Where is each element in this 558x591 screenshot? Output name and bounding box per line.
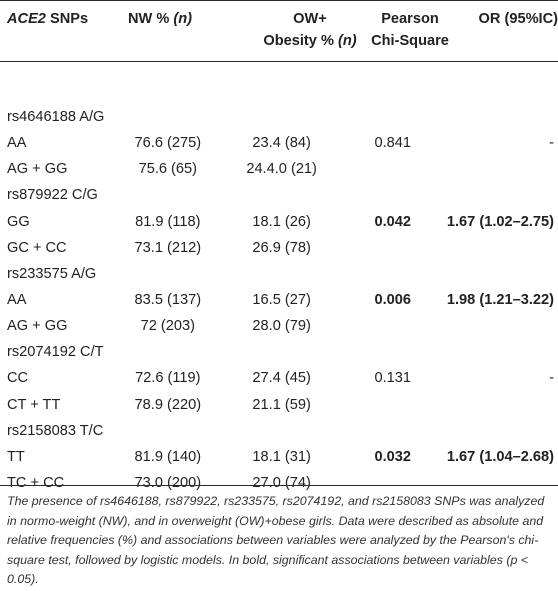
ow-obesity-cell: 23.4 (84)	[252, 135, 311, 152]
table-row: AA 76.6 (275) 23.4 (84) 0.841 -	[0, 130, 558, 156]
snp-label: rs4646188 A/G	[7, 109, 105, 126]
top-rule	[0, 0, 558, 1]
table-body: rs4646188 A/G AA 76.6 (275) 23.4 (84) 0.841 -…	[0, 104, 558, 496]
genotype-cell: AG + GG	[7, 161, 68, 178]
nw-cell: 75.6 (65)	[138, 161, 198, 178]
snp-label: rs879922 C/G	[7, 187, 98, 204]
odds-ratio-cell	[447, 235, 558, 261]
header-or: OR (95%IC)	[478, 11, 558, 27]
odds-ratio-cell: 1.67 (1.04–2.68)	[446, 448, 554, 465]
header-ow-obesity: OW+ Obesity % (n)	[245, 8, 375, 52]
genotype-cell: CT + TT	[7, 396, 61, 413]
table-row: AG + GG 72 (203) 28.0 (79)	[0, 313, 558, 339]
chi-square-cell	[339, 156, 447, 182]
ow-obesity-cell: 21.1 (59)	[252, 396, 311, 413]
chi-square-cell: 0.841	[374, 135, 412, 152]
ow-obesity-cell: 18.1 (31)	[252, 448, 311, 465]
snp-label: rs233575 A/G	[7, 265, 97, 282]
header-pearson-line1: Pearson	[381, 11, 439, 27]
nw-cell: 73.1 (212)	[134, 239, 202, 256]
header-snps: ACE2 SNPs	[7, 8, 88, 30]
odds-ratio-cell: 1.67 (1.02–2.75)	[446, 213, 554, 230]
genotype-cell: GC + CC	[7, 239, 67, 256]
header-snps-text: SNPs	[45, 11, 89, 27]
nw-cell: 72.6 (119)	[135, 370, 201, 387]
table-row: AG + GG 75.6 (65) 24.4.0 (21)	[0, 156, 558, 182]
ow-obesity-cell: 16.5 (27)	[252, 292, 311, 309]
odds-ratio-cell: -	[549, 370, 554, 387]
odds-ratio-cell: 1.98 (1.21–3.22)	[446, 292, 554, 309]
snp-group-row: rs2158083 T/C	[0, 418, 558, 444]
nw-cell: 81.9 (140)	[134, 448, 202, 465]
nw-cell: 72 (203)	[140, 318, 195, 335]
chi-square-cell: 0.032	[374, 448, 412, 465]
ow-obesity-cell: 27.0 (74)	[252, 475, 311, 492]
chi-square-cell: 0.006	[374, 292, 412, 309]
genotype-cell: CC	[7, 370, 29, 387]
ow-obesity-cell: 24.4.0 (21)	[246, 161, 317, 178]
odds-ratio-cell	[447, 392, 558, 418]
table-row: CT + TT 78.9 (220) 21.1 (59)	[0, 392, 558, 418]
ow-obesity-cell: 27.4 (45)	[252, 370, 311, 387]
chi-square-cell	[339, 235, 447, 261]
nw-cell: 81.9 (118)	[135, 213, 201, 230]
header-ow-line1: OW+	[293, 11, 327, 27]
genotype-cell: AA	[7, 292, 27, 309]
header-ow-n: (n)	[337, 33, 357, 49]
header-ow-text: Obesity %	[263, 33, 338, 49]
nw-cell: 78.9 (220)	[134, 396, 202, 413]
odds-ratio-cell	[447, 313, 558, 339]
ow-obesity-cell: 26.9 (78)	[252, 239, 311, 256]
header-nw-n: (n)	[173, 11, 193, 27]
table-row: CC 72.6 (119) 27.4 (45) 0.131 -	[0, 365, 558, 391]
table-row: AA 83.5 (137) 16.5 (27) 0.006 1.98 (1.21–3.2…	[0, 287, 558, 313]
odds-ratio-cell	[447, 156, 558, 182]
header-pearson-line2: Chi-Square	[371, 33, 449, 49]
table-footnote: The presence of rs4646188, rs879922, rs2…	[7, 494, 545, 586]
chi-square-cell: 0.042	[374, 213, 412, 230]
snp-group-row: rs2074192 C/T	[0, 339, 558, 365]
genotype-cell: TC + CC	[7, 475, 65, 492]
genotype-cell: AG + GG	[7, 318, 68, 335]
chi-square-cell	[339, 313, 447, 339]
header-gene-name: ACE2	[7, 11, 46, 27]
header-nw-text: NW %	[128, 11, 174, 27]
header-nw: NW % (n)	[128, 8, 192, 30]
table-row: TT 81.9 (140) 18.1 (31) 0.032 1.67 (1.04–2.6…	[0, 444, 558, 470]
table-row: TC + CC 73.0 (200) 27.0 (74)	[0, 470, 558, 496]
bottom-rule	[0, 485, 558, 486]
ow-obesity-cell: 18.1 (26)	[252, 213, 311, 230]
snp-label: rs2074192 C/T	[7, 344, 104, 361]
data-table: rs4646188 A/G AA 76.6 (275) 23.4 (84) 0.841 -…	[0, 104, 558, 496]
header-pearson: Pearson Chi-Square	[355, 8, 465, 52]
ow-obesity-cell: 28.0 (79)	[252, 318, 311, 335]
header-ow-line2: Obesity % (n)	[245, 30, 375, 52]
nw-cell: 73.0 (200)	[134, 475, 202, 492]
genotype-cell: GG	[7, 213, 30, 230]
odds-ratio-cell: -	[549, 135, 554, 152]
snp-group-row: rs4646188 A/G	[0, 104, 558, 130]
header-rule	[0, 61, 558, 62]
chi-square-cell: 0.131	[374, 370, 412, 387]
table-row: GG 81.9 (118) 18.1 (26) 0.042 1.67 (1.02–2.7…	[0, 209, 558, 235]
table-row: GC + CC 73.1 (212) 26.9 (78)	[0, 235, 558, 261]
chi-square-cell	[339, 392, 447, 418]
genotype-cell: TT	[7, 448, 25, 465]
snp-label: rs2158083 T/C	[7, 422, 104, 439]
genotype-cell: AA	[7, 135, 27, 152]
snp-group-row: rs879922 C/G	[0, 182, 558, 208]
nw-cell: 83.5 (137)	[134, 292, 202, 309]
nw-cell: 76.6 (275)	[134, 135, 202, 152]
snp-group-row: rs233575 A/G	[0, 261, 558, 287]
